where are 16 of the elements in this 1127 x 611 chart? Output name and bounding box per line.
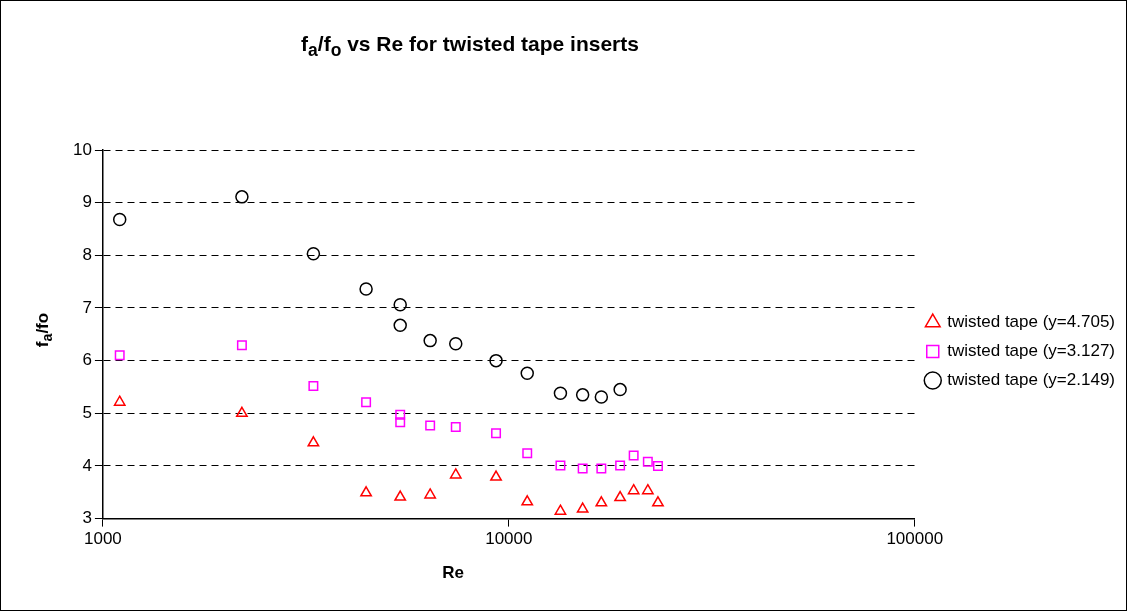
y-tick-label: 9 [82, 192, 92, 212]
x-axis-title: Re [441, 563, 465, 583]
y-tick-label: 7 [82, 297, 92, 317]
y-tick-label: 8 [82, 245, 92, 264]
y-tick-label: 4 [82, 455, 92, 475]
chart-title: f$_{a}$/f$_{o}$ vs Re for twisted tape inserts [300, 32, 640, 62]
x-tick-label: 1000 [84, 529, 122, 549]
y-tick-label: 5 [82, 402, 92, 422]
y-tick-label: 3 [82, 508, 92, 528]
x-tick-label: 10000 [485, 529, 533, 549]
legend-label: twisted tape (y=4.705) [947, 312, 1115, 332]
y-tick-label: 10 [72, 139, 92, 159]
legend-label: twisted tape (y=3.127) [947, 341, 1115, 361]
legend-label: twisted tape (y=2.149) [947, 370, 1115, 390]
y-tick-label: 6 [82, 350, 92, 370]
x-tick-label: 100000 [886, 529, 944, 549]
